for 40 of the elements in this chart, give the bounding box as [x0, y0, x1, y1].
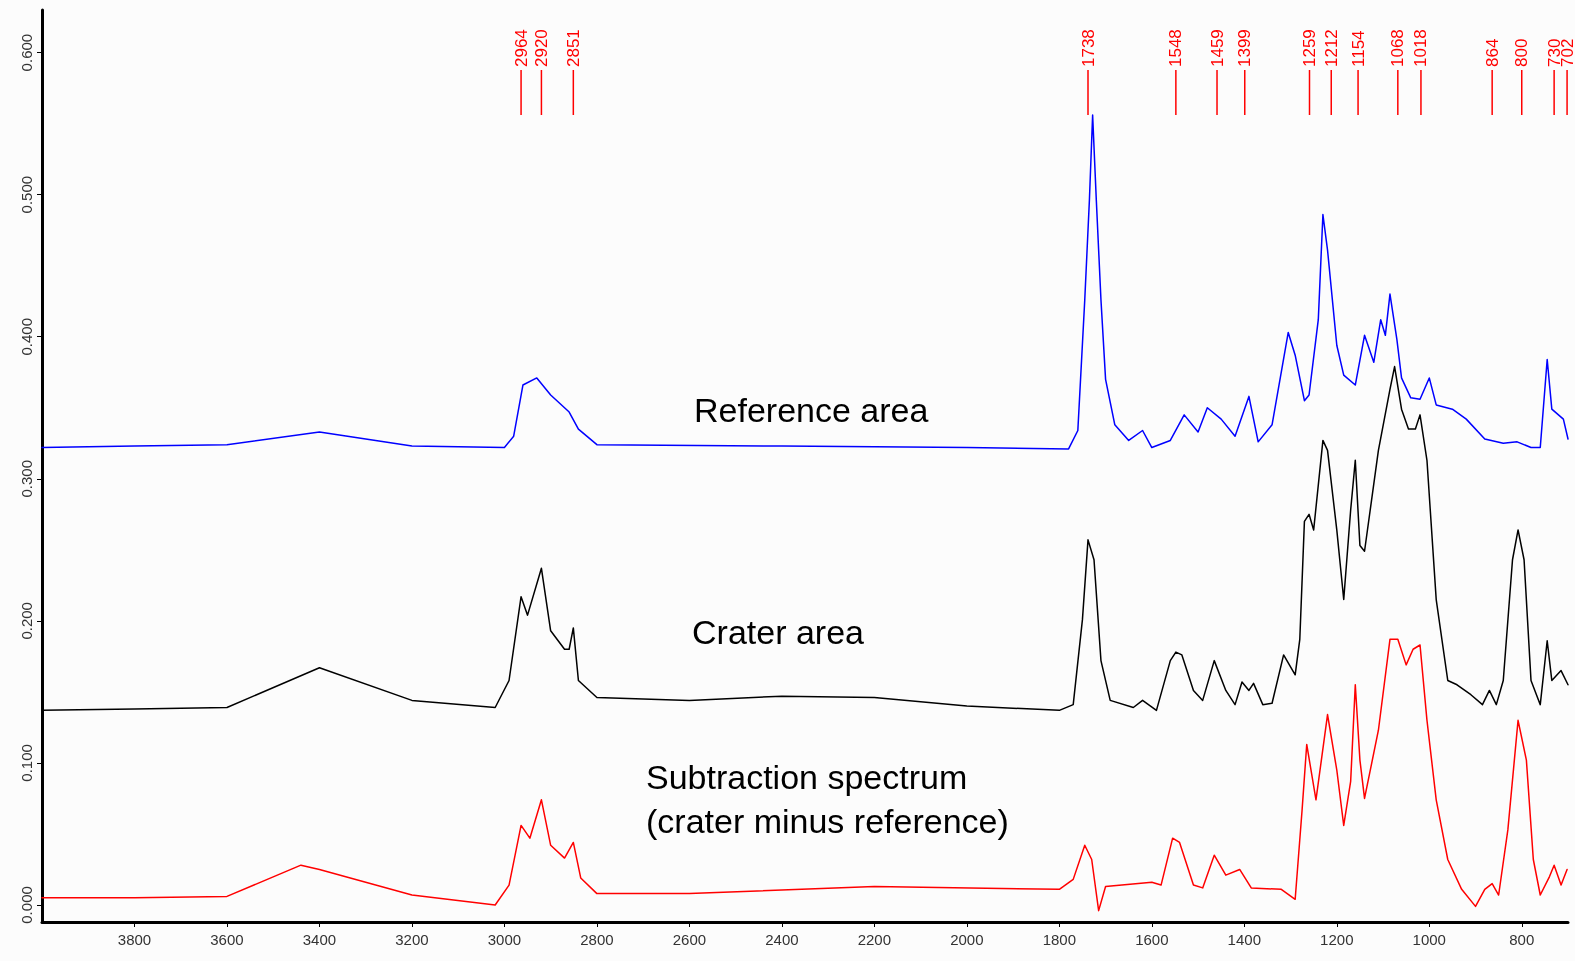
y-tick-label: 0.400 [18, 317, 35, 356]
series-label: Subtraction spectrum (crater minus reference) [646, 758, 1009, 840]
y-tick-label: 0.600 [18, 33, 35, 72]
y-tick-label: 0.200 [18, 602, 35, 640]
x-tick-label: 1400 [1227, 931, 1261, 948]
ref-line-label: 2851 [563, 29, 583, 67]
x-tick-label: 2000 [950, 931, 984, 948]
ref-line-label: 1738 [1078, 29, 1098, 67]
x-tick-label: 3400 [302, 931, 337, 948]
ref-line-label: 1212 [1321, 29, 1341, 67]
x-tick-label: 1000 [1412, 931, 1446, 948]
ref-line-label: 800 [1512, 38, 1532, 67]
series-label: Reference area [694, 391, 929, 429]
ref-line-label: 1399 [1235, 29, 1255, 67]
y-tick-label: 0.100 [18, 744, 35, 782]
x-tick-label: 1600 [1135, 931, 1169, 948]
ref-line-label: 1548 [1166, 29, 1186, 67]
ref-line-label: 1068 [1388, 29, 1408, 67]
ref-line-label: 1259 [1300, 29, 1319, 67]
x-tick-label: 3200 [395, 931, 429, 948]
ref-line-label: 2920 [531, 29, 551, 67]
x-tick-label: 3800 [117, 931, 152, 948]
x-tick-label: 2400 [765, 931, 799, 948]
y-tick-label: 0.300 [18, 460, 35, 498]
x-tick-label: 2600 [672, 931, 707, 948]
y-tick-label: 0.000 [18, 886, 35, 924]
x-tick-label: 2200 [857, 931, 892, 948]
x-tick-label: 2800 [580, 931, 614, 948]
x-tick-label: 3000 [487, 931, 522, 948]
ref-line-label: 1459 [1207, 29, 1227, 67]
ref-line-label: 1018 [1411, 29, 1431, 67]
ref-line-label: 864 [1482, 38, 1502, 67]
x-tick-label: 800 [1509, 931, 1535, 948]
series-label: Crater area [692, 613, 865, 651]
x-tick-label: 1800 [1042, 931, 1077, 948]
ref-line-label: 2964 [511, 29, 531, 67]
x-tick-label: 3600 [210, 931, 244, 948]
ref-line-label: 1154 [1348, 30, 1368, 67]
y-tick-label: 0.500 [18, 175, 35, 214]
x-tick-label: 1200 [1320, 931, 1354, 948]
